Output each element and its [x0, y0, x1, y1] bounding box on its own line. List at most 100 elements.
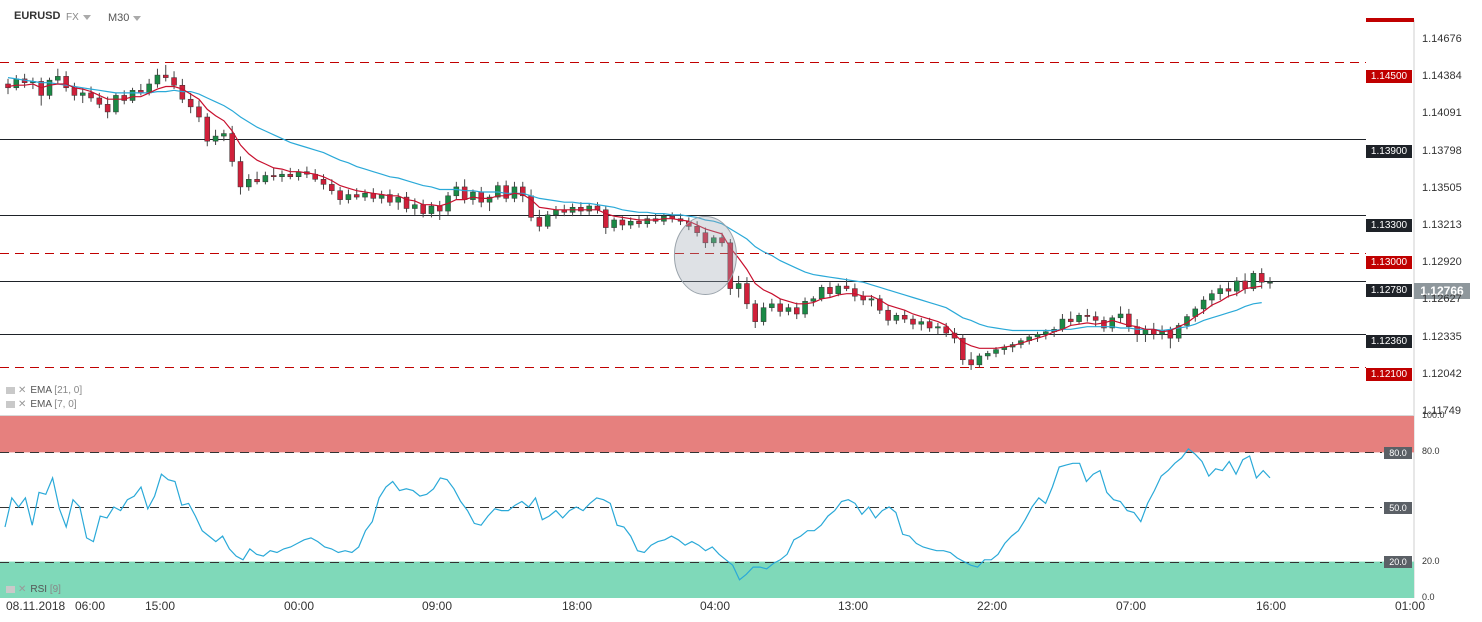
candle-bear: [852, 288, 858, 297]
indicator-icon: [6, 400, 15, 408]
candle-bear: [901, 315, 908, 320]
time-tick-label: 01:00: [1395, 599, 1426, 613]
candle-bull: [1217, 288, 1223, 294]
time-tick-label: 04:00: [700, 599, 731, 613]
candle-bull: [1043, 331, 1049, 335]
candle-bear: [403, 196, 410, 209]
candle-bear: [329, 184, 335, 191]
candle-bear: [187, 98, 194, 108]
candle-bear: [619, 219, 626, 226]
candle-bear: [270, 175, 277, 178]
candle-bear: [71, 87, 78, 96]
legend-ema-label: EMA: [30, 385, 52, 396]
candle-bull: [835, 285, 842, 294]
candle-bull: [1200, 299, 1207, 310]
annotation-ellipse: [673, 216, 737, 296]
candle-bear: [843, 285, 850, 289]
remove-icon[interactable]: ✕: [18, 584, 27, 595]
price-tick-label: 1.12335: [1422, 330, 1462, 343]
candle-bear: [926, 321, 933, 329]
time-tick-label: 00:00: [284, 599, 315, 613]
candle-bear: [1126, 313, 1132, 327]
rsi-panel: [0, 416, 1414, 598]
candle-bull: [1267, 281, 1273, 284]
candle-bear: [254, 179, 260, 183]
time-tick-label: 16:00: [1256, 599, 1287, 613]
price-tick-label: 1.14091: [1422, 107, 1462, 120]
candle-bear: [1067, 318, 1074, 322]
candle-bull: [212, 135, 219, 142]
price-tick-label: 1.13505: [1422, 181, 1462, 194]
time-tick-label: 09:00: [422, 599, 453, 613]
price-tick-label: 1.11749: [1422, 405, 1461, 417]
candle-bear: [503, 185, 509, 199]
rsi-tick-label: 80.0: [1422, 446, 1440, 457]
candle-bull: [760, 307, 767, 322]
candle-bear: [1167, 330, 1174, 339]
candle-bear: [287, 173, 294, 178]
candle-bear: [229, 133, 235, 162]
candle-bull: [769, 303, 775, 308]
top-right-red-marker: [1366, 18, 1414, 22]
candle-bull: [79, 92, 86, 96]
chevron-down-icon: [82, 14, 91, 20]
rsi-level-80: 80.0: [1384, 447, 1412, 459]
candle-bear: [96, 97, 103, 105]
candlesticks: [5, 64, 1273, 370]
candle-bear: [1092, 316, 1099, 321]
candle-bull: [644, 218, 651, 225]
candle-bull: [362, 193, 368, 198]
candle-bull: [221, 133, 227, 137]
candle-bull: [1109, 317, 1115, 329]
time-tick-label: 07:00: [1116, 599, 1147, 613]
current-price-box: 1.12766: [1414, 283, 1470, 299]
candle-bull: [129, 90, 136, 101]
level-label-4: 1.13000: [1366, 256, 1412, 269]
market-selector[interactable]: FX: [66, 12, 91, 23]
candle-bull: [802, 301, 808, 315]
remove-icon[interactable]: ✕: [18, 385, 27, 396]
candle-bull: [279, 173, 285, 178]
candle-bear: [163, 74, 169, 78]
time-tick-label: 15:00: [145, 599, 176, 613]
candle-bull: [1250, 273, 1257, 289]
candle-bull: [710, 237, 717, 244]
candle-bull: [627, 220, 634, 226]
legend-ema-21[interactable]: ✕ EMA [21, 0]: [6, 385, 82, 396]
symbol-title[interactable]: EURUSD: [14, 10, 61, 22]
price-tick-label: 1.12920: [1422, 256, 1462, 269]
legend-ema-params: [21, 0]: [54, 385, 83, 396]
rsi-oversold-zone: [0, 561, 1414, 598]
indicator-icon: [6, 386, 15, 394]
candle-bear: [353, 194, 360, 198]
candle-bull: [918, 321, 925, 325]
candle-bear: [719, 237, 725, 244]
candle-bull: [1209, 293, 1215, 301]
time-tick-label: 08.11.2018: [6, 599, 66, 613]
candle-bull: [486, 196, 493, 203]
ema-lines: [7, 77, 1262, 349]
remove-icon[interactable]: ✕: [18, 399, 27, 410]
candle-bear: [1258, 273, 1265, 283]
candle-bear: [1084, 315, 1091, 317]
candle-bear: [320, 179, 327, 185]
timeframe-selector[interactable]: M30: [108, 12, 142, 24]
candle-bear: [885, 309, 891, 321]
annotation-layer: [673, 216, 737, 296]
candle-bear: [478, 191, 484, 203]
time-tick-label: 22:00: [977, 599, 1008, 613]
candle-bear: [777, 303, 783, 312]
candle-bull: [553, 209, 559, 216]
candle-bull: [154, 74, 161, 85]
candle-bull: [428, 205, 435, 214]
candle-bear: [1101, 320, 1107, 329]
level-label-2: 1.13900: [1366, 145, 1412, 158]
candle-bear: [536, 217, 543, 227]
indicator-icon: [6, 585, 15, 593]
candle-bear: [794, 307, 800, 315]
legend-ema-params: [7, 0]: [54, 399, 77, 410]
candle-bull: [586, 205, 592, 212]
legend-rsi[interactable]: ✕ RSI [9]: [6, 584, 61, 595]
candle-bull: [868, 298, 875, 301]
legend-ema-7[interactable]: ✕ EMA [7, 0]: [6, 399, 77, 410]
